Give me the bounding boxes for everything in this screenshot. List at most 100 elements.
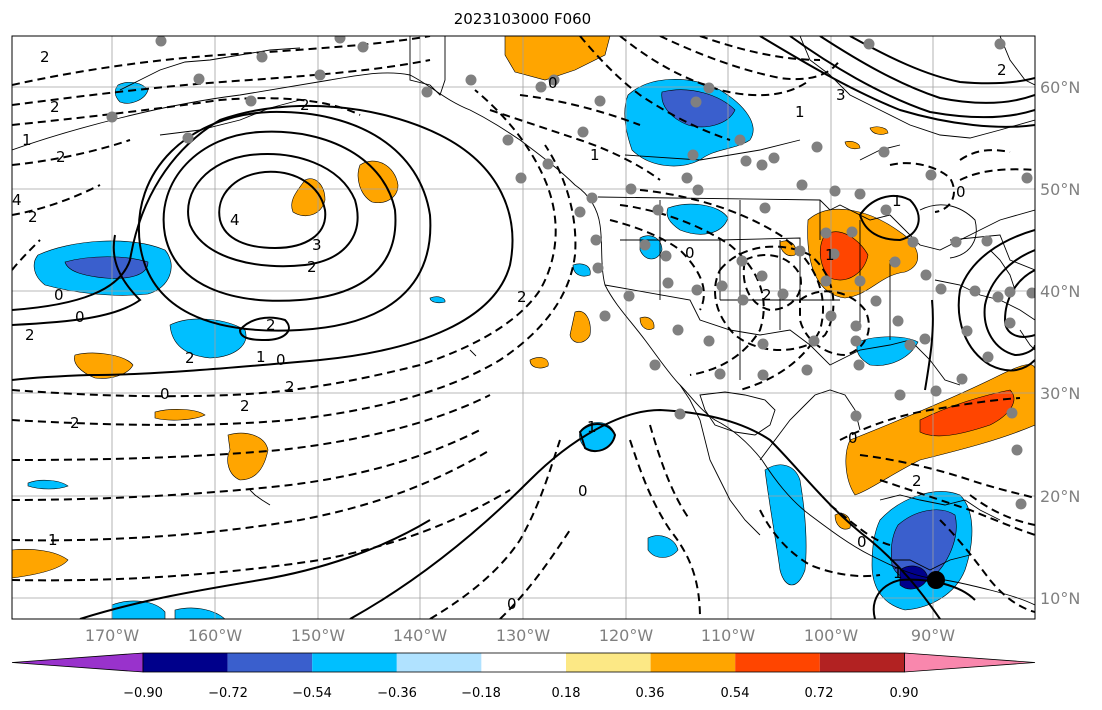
contour-label: 0 — [685, 244, 695, 262]
contour-label: 2 — [762, 286, 772, 304]
longitude-label: 170°W — [85, 626, 140, 645]
positive-region — [639, 316, 655, 330]
colorbar-tick-label: −0.18 — [461, 686, 501, 701]
contour-label: 0 — [578, 482, 588, 500]
colorbar-tick-label: 0.90 — [890, 686, 919, 701]
colorbar-cell — [566, 653, 651, 672]
contour-label: 0 — [956, 183, 966, 201]
positive-region — [529, 357, 549, 369]
latitude-label: 20°N — [1040, 487, 1080, 506]
contour-label: 0 — [75, 308, 85, 326]
contour-label: 0 — [548, 74, 558, 92]
longitude-label: 150°W — [291, 626, 346, 645]
latitude-label: 50°N — [1040, 180, 1080, 199]
colorbar-tick-label: −0.54 — [292, 686, 332, 701]
latitude-label: 40°N — [1040, 282, 1080, 301]
contour-label: 2 — [50, 98, 60, 116]
longitude-label: 130°W — [496, 626, 551, 645]
negative-region — [429, 296, 446, 304]
map-title: 2023103000 F060 — [453, 10, 592, 28]
contour-label: 0 — [160, 385, 170, 403]
latitude-label: 60°N — [1040, 78, 1080, 97]
positive-region — [291, 178, 326, 216]
longitude-axis: 170°W 160°W 150°W 140°W 130°W 120°W 110°… — [85, 626, 955, 645]
longitude-label: 90°W — [911, 626, 955, 645]
negative-region — [572, 263, 591, 277]
colorbar-cell — [227, 653, 313, 672]
longitude-label: 140°W — [393, 626, 448, 645]
colorbar-cell — [481, 653, 566, 672]
contour-label: 1 — [22, 131, 32, 149]
map-area: 2 2 2 1 2 4 2 4 3 2 0 2 1 0 2 0 2 2 2 0 … — [12, 36, 1035, 619]
solid-contours — [12, 36, 1035, 619]
station-dots — [106, 36, 1035, 510]
colorbar-extend-left — [11, 652, 144, 673]
positive-region — [844, 141, 861, 150]
contour-label: 0 — [507, 595, 517, 613]
colorbar-cell — [312, 653, 397, 672]
contour-label: 2 — [40, 48, 50, 66]
latitude-label: 10°N — [1040, 589, 1080, 608]
positive-region — [569, 310, 591, 343]
contour-label: 2 — [25, 326, 35, 344]
colorbar-cell — [650, 653, 736, 672]
contour-label: 0 — [857, 533, 867, 551]
negative-region — [27, 479, 69, 490]
dashed-contours — [12, 36, 1035, 619]
colorbar-cell — [819, 653, 905, 672]
longitude-label: 160°W — [188, 626, 243, 645]
colorbar-tick-label: −0.90 — [123, 686, 163, 701]
positive-region — [154, 409, 206, 421]
contour-label: 1 — [587, 418, 597, 436]
colorbar-tick-label: −0.72 — [208, 686, 248, 701]
positive-region — [357, 160, 399, 203]
positive-region — [227, 432, 269, 481]
colorbar-tick-label: 0.36 — [636, 686, 665, 701]
contour-label: 2 — [300, 96, 310, 114]
coastlines — [12, 36, 1035, 606]
colorbar-tick-label: 0.18 — [552, 686, 581, 701]
negative-region — [174, 607, 226, 619]
contour-label: 0 — [54, 286, 64, 304]
positive-region — [504, 36, 611, 81]
contour-label: 1 — [795, 103, 805, 121]
contour-label: 1 — [825, 246, 835, 264]
contour-label: 2 — [517, 288, 527, 306]
contour-label: 2 — [912, 472, 922, 490]
colorbar-cell — [396, 653, 482, 672]
contour-label: 2 — [266, 316, 276, 334]
negative-region — [856, 336, 919, 366]
contour-label: 0 — [276, 351, 286, 369]
contour-label: 2 — [997, 61, 1007, 79]
contour-label: 4 — [12, 191, 22, 209]
contour-label: 1 — [590, 146, 600, 164]
contour-label: 2 — [307, 258, 317, 276]
contour-label: 2 — [28, 208, 38, 226]
contour-label: 1 — [892, 192, 902, 210]
map-frame — [11, 35, 1036, 620]
contour-label: 2 — [70, 414, 80, 432]
contour-label: 1 — [256, 348, 266, 366]
colorbar: −0.90 −0.72 −0.54 −0.36 −0.18 0.18 0.36 … — [11, 652, 1036, 701]
colorbar-tick-label: −0.36 — [377, 686, 417, 701]
colorbar-tick-label: 0.54 — [721, 686, 750, 701]
contour-label: 2 — [240, 397, 250, 415]
contour-label: 3 — [836, 86, 846, 104]
colorbar-extend-right — [904, 652, 1036, 673]
longitude-label: 100°W — [804, 626, 859, 645]
colorbar-frame — [142, 652, 905, 673]
colorbar-tick-label: 0.72 — [805, 686, 834, 701]
positive-region — [12, 549, 69, 579]
contour-label: 2 — [285, 378, 295, 396]
negative-region — [666, 203, 729, 235]
negative-region — [64, 256, 149, 279]
contour-label: 1 — [893, 564, 903, 582]
colorbar-cell — [735, 653, 820, 672]
longitude-label: 120°W — [599, 626, 654, 645]
contour-label: 4 — [230, 211, 240, 229]
colorbar-cell — [143, 653, 228, 672]
contour-label: 1 — [48, 531, 58, 549]
contour-labels: 2 2 2 1 2 4 2 4 3 2 0 2 1 0 2 0 2 2 2 0 … — [12, 48, 1007, 613]
negative-region — [647, 535, 679, 558]
